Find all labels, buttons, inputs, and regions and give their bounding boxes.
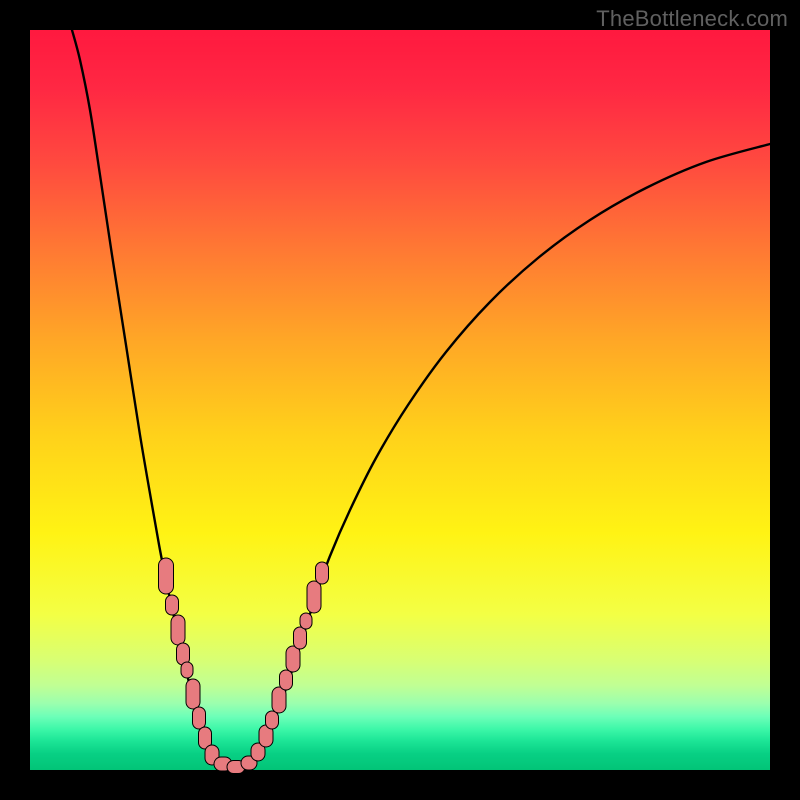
data-marker (159, 558, 174, 594)
data-marker (193, 707, 206, 729)
data-marker (171, 615, 185, 645)
data-marker (316, 562, 329, 584)
plot-svg (0, 0, 800, 800)
data-marker (307, 581, 321, 613)
data-marker (186, 679, 200, 709)
data-marker (300, 613, 312, 629)
data-marker (272, 687, 286, 713)
data-marker (166, 595, 179, 615)
data-marker (286, 646, 300, 672)
chart-stage: TheBottleneck.com (0, 0, 800, 800)
data-marker (266, 711, 279, 729)
data-marker (280, 670, 293, 690)
data-marker (181, 662, 193, 678)
data-marker (294, 627, 307, 649)
watermark-text: TheBottleneck.com (596, 6, 788, 32)
